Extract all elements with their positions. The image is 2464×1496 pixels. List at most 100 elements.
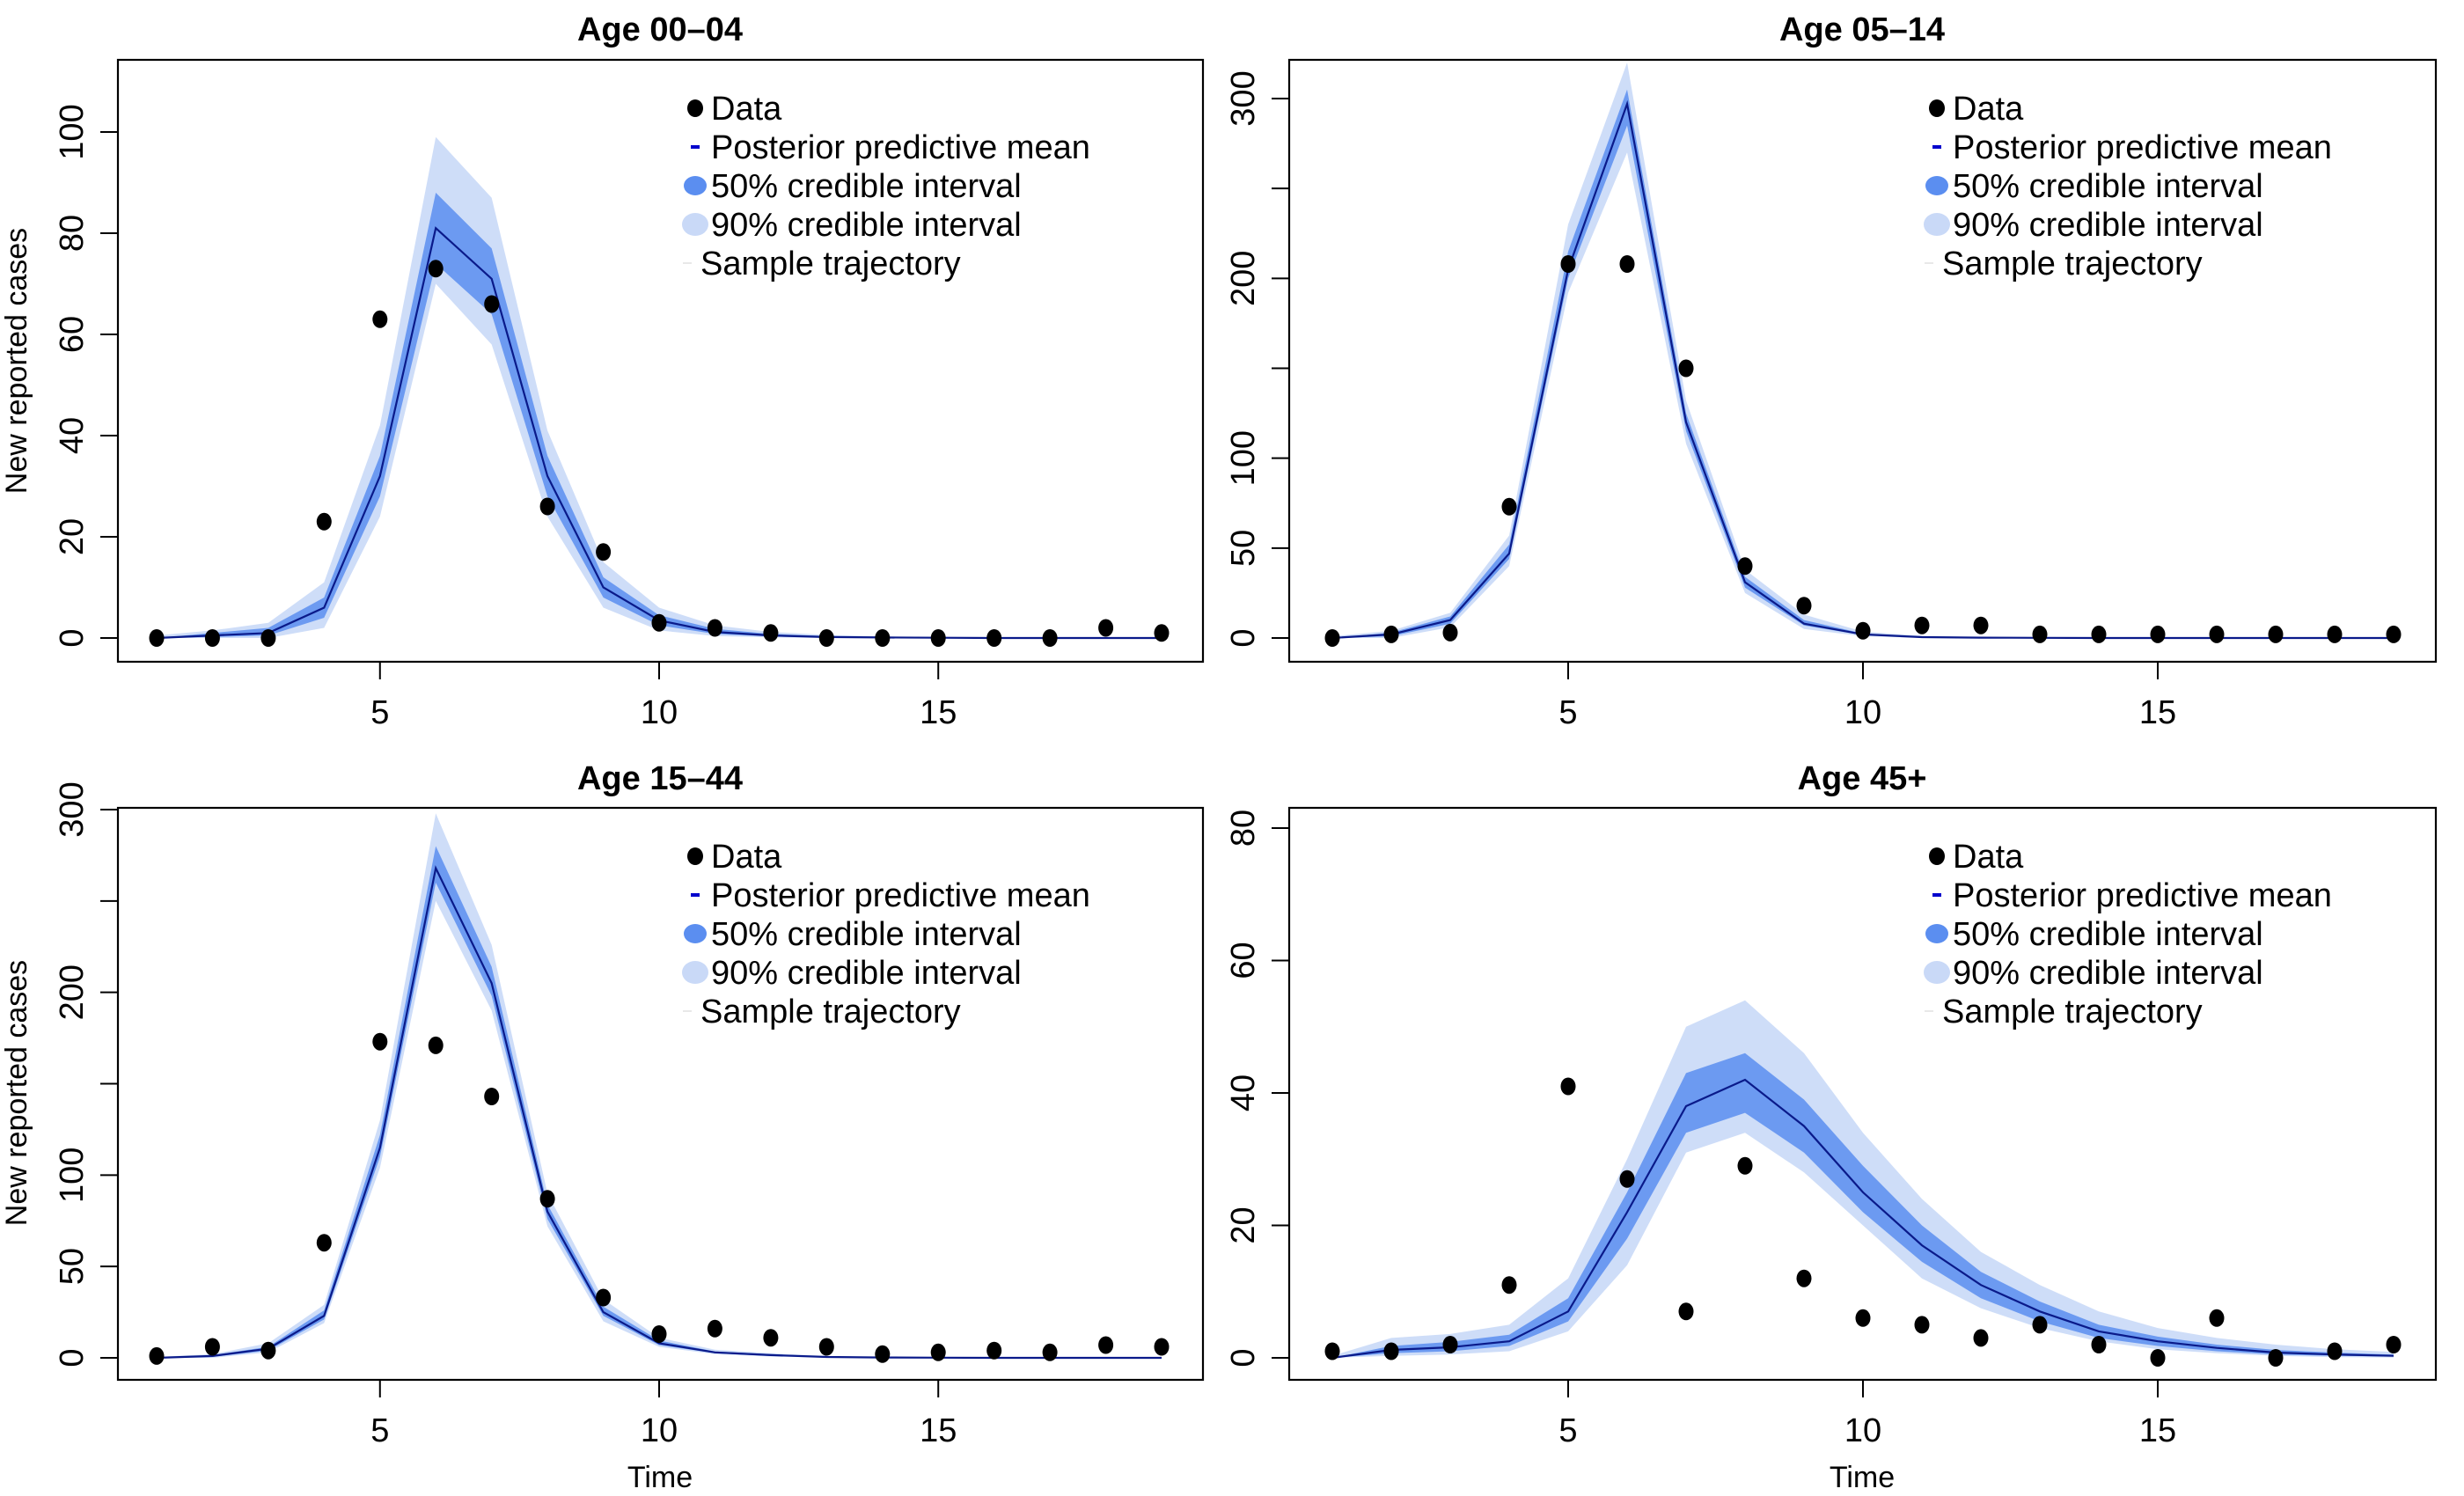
y-tick-label: 60 xyxy=(54,316,91,353)
legend-item: 90% credible interval xyxy=(1924,955,2263,992)
data-point xyxy=(596,543,612,561)
data-point xyxy=(930,629,946,647)
data-point xyxy=(2268,1349,2284,1367)
legend-point-icon xyxy=(1929,847,1945,865)
data-point xyxy=(1737,1156,1753,1175)
data-point xyxy=(1973,616,1989,634)
data-point xyxy=(1098,1336,1114,1354)
data-point xyxy=(2032,1316,2048,1334)
data-point xyxy=(149,1346,165,1365)
data-point xyxy=(2032,625,2048,643)
legend-band-50-icon xyxy=(1925,924,1948,943)
data-point xyxy=(875,629,891,647)
data-point xyxy=(1042,629,1058,647)
data-point xyxy=(428,260,444,278)
data-point xyxy=(1098,619,1114,637)
legend-label: Sample trajectory xyxy=(700,994,961,1030)
data-point xyxy=(1442,623,1458,642)
y-tick-label: 100 xyxy=(54,104,91,159)
y-tick-label: 80 xyxy=(1225,810,1262,847)
y-tick-label: 50 xyxy=(1225,530,1262,567)
legend-label: 50% credible interval xyxy=(711,168,1022,205)
legend-label: 90% credible interval xyxy=(711,207,1022,244)
panel-title: Age 45+ xyxy=(1798,760,1927,797)
data-point xyxy=(707,619,722,637)
data-point xyxy=(2327,1342,2343,1360)
legend-item: Posterior predictive mean xyxy=(691,129,1090,166)
legend-item: Posterior predictive mean xyxy=(1932,877,2332,914)
panel-age-45-plus: Age 45+ Time 5 10 15 0 20 40 60 80 DataPosterior… xyxy=(1225,760,2438,1494)
legend-label: Posterior predictive mean xyxy=(1953,129,2332,166)
data-point xyxy=(2209,625,2225,643)
x-tick-label: 5 xyxy=(370,1412,389,1449)
legend-band-90-icon xyxy=(1924,961,1950,984)
x-tick-label: 10 xyxy=(641,694,678,731)
y-tick-label: 100 xyxy=(54,1148,91,1203)
data-point xyxy=(1914,1316,1930,1334)
y-tick-label: 300 xyxy=(54,781,91,837)
data-point xyxy=(875,1345,891,1363)
legend-label: Data xyxy=(711,839,782,876)
data-point xyxy=(1678,359,1694,378)
legend-label: Data xyxy=(711,91,782,128)
bands xyxy=(1332,1000,2394,1358)
data-point xyxy=(204,629,220,647)
legend-band-90-icon xyxy=(682,213,708,236)
data-point xyxy=(986,1341,1002,1360)
legend-item: 50% credible interval xyxy=(1925,168,2263,205)
data-point xyxy=(484,1088,500,1105)
data-point xyxy=(1324,629,1340,647)
x-axis: 5 10 15 xyxy=(1558,662,2176,731)
data-point xyxy=(2386,625,2402,643)
data-point xyxy=(818,629,834,647)
data-point xyxy=(484,295,500,313)
legend-label: 90% credible interval xyxy=(1953,955,2263,992)
legend-point-icon xyxy=(687,847,703,865)
data-point xyxy=(1619,1170,1635,1188)
data-point xyxy=(1855,1309,1871,1327)
panel-age-05-14: Age 05–14 5 10 15 0 50 100 200 300 DataPosterior… xyxy=(1225,11,2438,731)
y-axis-label: New reported cases xyxy=(0,228,33,494)
panel-age-15-44: Age 15–44 New reported cases Time 5 10 15 0… xyxy=(0,760,1205,1494)
data-point xyxy=(1796,1269,1812,1287)
x-tick-label: 10 xyxy=(1844,1412,1881,1449)
data-point xyxy=(1042,1343,1058,1361)
legend-label: Data xyxy=(1953,839,2024,876)
data-point xyxy=(930,1343,946,1361)
data-point xyxy=(986,629,1002,647)
legend-label: Data xyxy=(1953,91,2024,128)
data-point xyxy=(1796,597,1812,615)
legend-label: Posterior predictive mean xyxy=(711,129,1090,166)
data-point xyxy=(1324,1342,1340,1360)
y-tick-label: 100 xyxy=(1225,430,1262,486)
data-point xyxy=(651,1325,667,1343)
legend-band-90-icon xyxy=(1924,213,1950,236)
data-point xyxy=(1560,255,1576,273)
band-50-credible-interval xyxy=(1332,1052,2394,1358)
legend-band-50-icon xyxy=(684,176,707,195)
y-tick-label: 0 xyxy=(1225,628,1262,647)
data-point xyxy=(1501,1276,1517,1294)
y-tick-label: 0 xyxy=(1225,1348,1262,1367)
legend-item: 50% credible interval xyxy=(1925,916,2263,953)
x-axis: 5 10 15 xyxy=(1558,1380,2176,1449)
data-point xyxy=(149,629,165,647)
legend-label: 50% credible interval xyxy=(711,916,1022,953)
x-tick-label: 10 xyxy=(641,1412,678,1449)
data-point xyxy=(2091,1336,2107,1353)
legend-label: 90% credible interval xyxy=(711,955,1022,992)
x-tick-label: 15 xyxy=(2139,694,2176,731)
data-point xyxy=(2268,625,2284,643)
legend-item: 90% credible interval xyxy=(682,207,1022,244)
y-tick-label: 200 xyxy=(54,964,91,1020)
x-tick-label: 15 xyxy=(920,694,957,731)
legend-band-50-icon xyxy=(1925,176,1948,195)
data-point xyxy=(1678,1302,1694,1321)
y-axis: 0 50 100 200 300 xyxy=(54,781,118,1368)
data-point xyxy=(596,1288,612,1307)
y-tick-label: 300 xyxy=(1225,70,1262,126)
legend-item: Posterior predictive mean xyxy=(1932,129,2332,166)
